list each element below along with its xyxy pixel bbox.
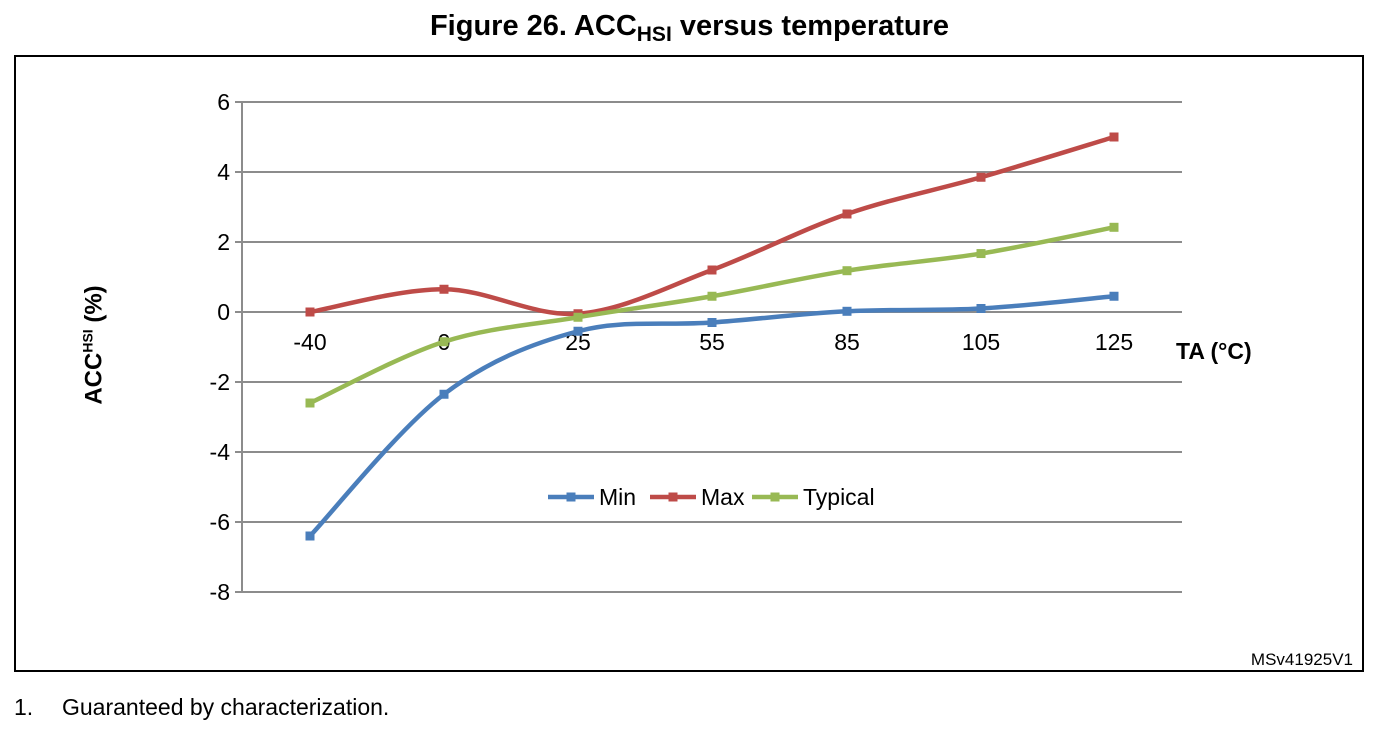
data-point-min [707, 318, 717, 327]
footnote: 1. Guaranteed by characterization. [14, 694, 389, 721]
data-point-min [305, 531, 315, 541]
x-tick-label: 85 [834, 329, 860, 355]
y-tick-label: -2 [210, 369, 230, 395]
data-point-max [707, 265, 717, 275]
legend-marker-min [566, 492, 576, 502]
footnote-text: Guaranteed by characterization. [62, 694, 390, 720]
x-tick-label: 125 [1095, 329, 1133, 355]
data-point-typical [842, 266, 852, 276]
data-point-typical [1109, 222, 1119, 232]
data-point-min [439, 389, 449, 399]
x-tick-label: 105 [962, 329, 1000, 355]
data-point-typical [573, 312, 583, 322]
legend-label-max: Max [701, 484, 745, 510]
data-point-min [1109, 291, 1119, 301]
figure-reference: MSv41925V1 [1250, 650, 1353, 669]
y-axis-label: ACCHSI (%) [79, 285, 108, 405]
y-tick-label: -4 [210, 439, 231, 465]
x-axis-label: TA (°C) [1176, 338, 1252, 364]
data-point-typical [439, 337, 449, 347]
legend-marker-max [668, 492, 678, 502]
legend-label-min: Min [599, 484, 636, 510]
data-point-min [842, 306, 852, 316]
legend-marker-typical [770, 492, 780, 502]
data-point-min [976, 304, 986, 313]
data-point-max [305, 307, 315, 317]
y-tick-label: -8 [210, 579, 230, 605]
x-tick-label: -40 [293, 329, 326, 355]
data-point-max [439, 284, 449, 294]
x-tick-label: 55 [699, 329, 725, 355]
y-tick-label: 0 [217, 299, 230, 325]
legend-label-typical: Typical [803, 484, 875, 510]
y-tick-label: 2 [217, 229, 230, 255]
y-tick-label: 4 [217, 159, 230, 185]
data-point-typical [976, 249, 986, 259]
y-tick-label: -6 [210, 509, 230, 535]
footnote-number: 1. [14, 694, 34, 720]
chart-frame [14, 55, 1364, 672]
data-point-max [1109, 132, 1119, 142]
series-line-max [307, 134, 1117, 317]
data-point-typical [305, 398, 315, 408]
data-point-max [976, 172, 986, 182]
data-point-min [573, 326, 583, 336]
data-point-typical [707, 291, 717, 301]
y-tick-label: 6 [217, 89, 230, 115]
data-point-max [842, 209, 852, 219]
series-line-typical [307, 225, 1117, 406]
chart-title: Figure 26. ACCHSI versus temperature [429, 10, 950, 46]
